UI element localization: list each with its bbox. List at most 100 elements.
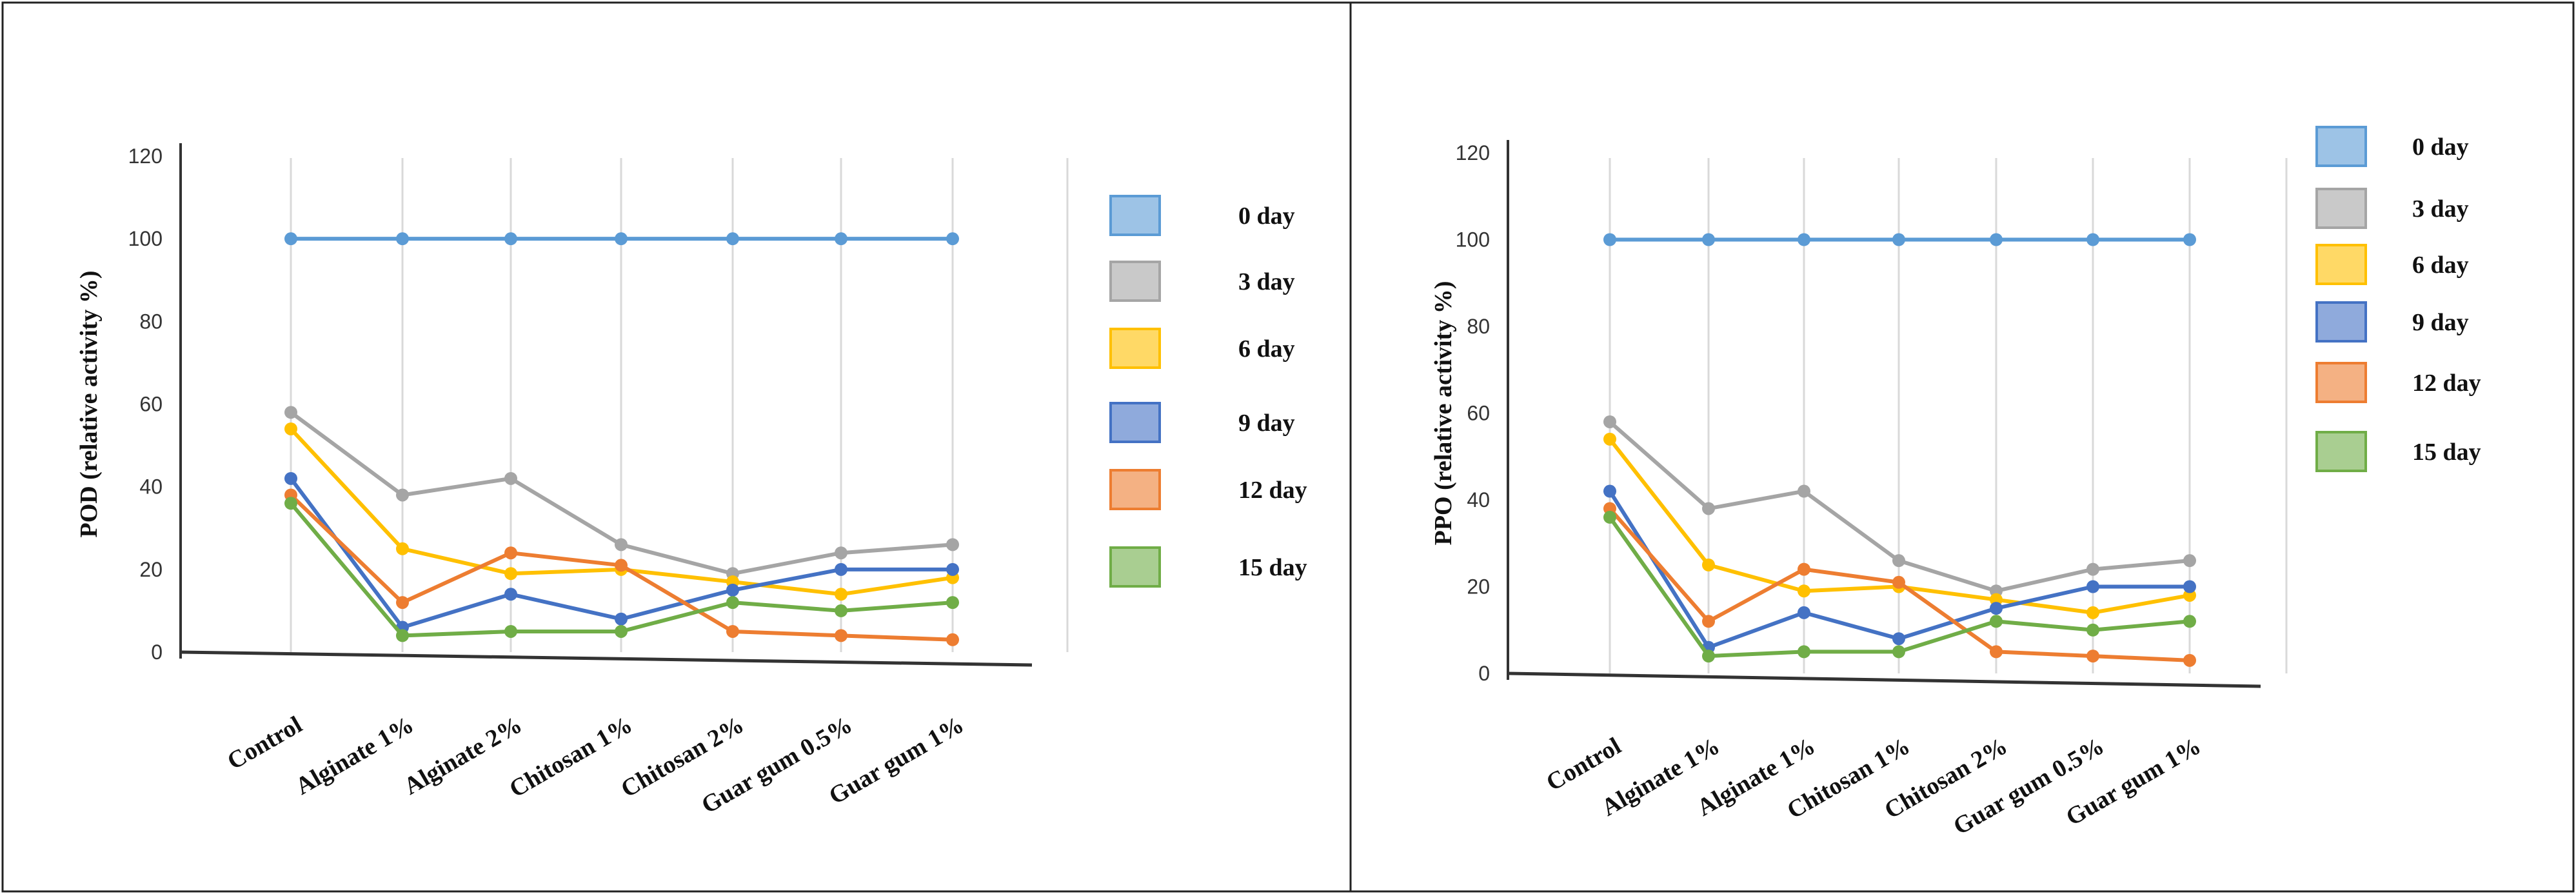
data-point xyxy=(1892,233,1905,246)
data-point xyxy=(1798,233,1810,246)
legend-swatch xyxy=(1109,261,1161,302)
legend-label: 12 day xyxy=(1238,477,1307,504)
data-point xyxy=(284,406,297,419)
data-point xyxy=(835,604,847,617)
legend-swatch xyxy=(1109,402,1161,443)
data-point xyxy=(2086,623,2099,637)
y-tick-label: 100 xyxy=(1456,228,1490,252)
data-point xyxy=(504,546,517,560)
data-point xyxy=(1702,233,1715,246)
legend-label: 0 day xyxy=(2412,134,2469,161)
data-point xyxy=(1798,584,1810,598)
legend-label: 15 day xyxy=(1238,554,1307,581)
data-point xyxy=(615,612,628,626)
y-axis-title: PPO (relative activity %) xyxy=(1430,281,1457,546)
data-point xyxy=(2086,650,2099,663)
legend-label: 3 day xyxy=(1238,268,1295,295)
legend-swatch xyxy=(2315,301,2367,343)
legend-label: 6 day xyxy=(1238,335,1295,363)
data-point xyxy=(615,624,628,638)
data-point xyxy=(946,232,959,246)
data-point xyxy=(1892,632,1905,646)
data-point xyxy=(835,232,847,246)
legend-swatch xyxy=(1109,469,1161,510)
y-tick-label: 20 xyxy=(1467,575,1490,599)
data-point xyxy=(1798,562,1810,576)
y-tick-label: 40 xyxy=(139,475,163,499)
data-point xyxy=(946,633,959,646)
data-point xyxy=(396,488,409,502)
data-point xyxy=(2183,233,2196,246)
data-point xyxy=(1702,615,1715,628)
data-point xyxy=(1702,502,1715,515)
y-tick-label: 120 xyxy=(128,144,163,168)
legend-label: 9 day xyxy=(1238,410,1295,437)
data-point xyxy=(2086,606,2099,619)
legend-label: 9 day xyxy=(2412,309,2469,336)
y-tick-label: 60 xyxy=(1467,402,1490,425)
legend-swatch xyxy=(2315,362,2367,403)
data-point xyxy=(1702,558,1715,571)
data-point xyxy=(1892,645,1905,659)
data-point xyxy=(835,588,847,601)
data-point xyxy=(396,596,409,610)
y-tick-label: 120 xyxy=(1456,141,1490,164)
legend-label: 3 day xyxy=(2412,195,2469,223)
data-point xyxy=(2183,554,2196,568)
data-point xyxy=(615,232,628,246)
data-point xyxy=(396,542,409,555)
data-point xyxy=(2183,580,2196,593)
data-point xyxy=(1603,510,1616,524)
data-point xyxy=(284,422,297,435)
y-axis-title: POD (relative activity %) xyxy=(75,271,103,538)
y-tick-label: 20 xyxy=(139,558,163,581)
data-point xyxy=(726,583,739,597)
data-point xyxy=(615,559,628,572)
data-point xyxy=(835,562,847,576)
data-point xyxy=(946,562,959,576)
data-point xyxy=(396,232,409,246)
data-point xyxy=(284,232,297,246)
y-tick-label: 0 xyxy=(151,641,163,664)
y-tick-label: 80 xyxy=(1467,315,1490,338)
data-point xyxy=(2086,233,2099,246)
data-point xyxy=(2183,653,2196,667)
y-tick-label: 80 xyxy=(139,310,163,333)
legend-swatch xyxy=(1109,546,1161,588)
data-point xyxy=(1603,484,1616,498)
data-point xyxy=(2086,562,2099,576)
legend-swatch xyxy=(2315,431,2367,472)
chart-panel-0: 0 20 40 60 80 100 120 POD (relative activity %)… xyxy=(75,143,1307,819)
data-point xyxy=(726,596,739,610)
data-point xyxy=(1603,233,1616,246)
legend-swatch xyxy=(2315,244,2367,285)
y-tick-label: 0 xyxy=(1478,662,1490,685)
x-tick-label: Control xyxy=(223,711,306,775)
data-point xyxy=(504,567,517,581)
legend-swatch xyxy=(2315,188,2367,229)
legend-swatch xyxy=(1109,328,1161,369)
chart-panel-1: 0 20 40 60 80 100 120 PPO (relative activity %)… xyxy=(1430,126,2481,840)
data-point xyxy=(1798,606,1810,619)
data-point xyxy=(504,472,517,485)
data-point xyxy=(726,232,739,246)
x-tick-label: Alginate 1% xyxy=(291,711,418,800)
data-point xyxy=(946,596,959,610)
data-point xyxy=(504,232,517,246)
data-point xyxy=(504,624,517,638)
data-point xyxy=(1892,554,1905,568)
data-point xyxy=(504,588,517,601)
data-point xyxy=(1990,233,2003,246)
x-tick-label: Chitosan 1% xyxy=(505,711,637,802)
data-point xyxy=(835,546,847,560)
data-point xyxy=(1990,645,2003,659)
data-point xyxy=(615,538,628,551)
y-tick-label: 100 xyxy=(128,227,163,250)
data-point xyxy=(2086,580,2099,593)
data-point xyxy=(1798,484,1810,498)
x-axis xyxy=(1507,671,2261,688)
data-point xyxy=(835,629,847,642)
